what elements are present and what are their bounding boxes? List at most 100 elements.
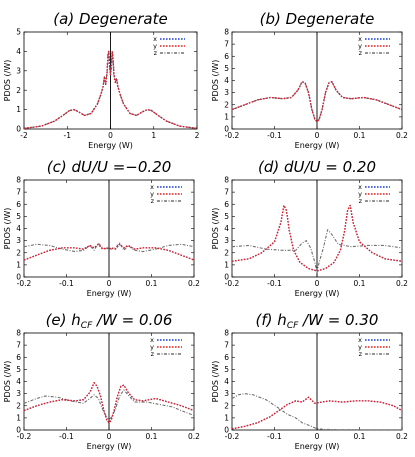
y-tick-label: 0: [16, 125, 21, 134]
legend-label-y: y: [150, 190, 154, 198]
y-axis-label: PDOS (/W): [3, 208, 12, 250]
chart-panel-3: (d) dU/U = 0.20 0 1 2 3 4 5 6 7 8 -0.2 -0.1 0 0.1 0.2 E…: [211, 158, 408, 298]
x-tick-label: 0.1: [146, 432, 158, 441]
y-tick-label: 1: [224, 112, 229, 121]
chart-panel-2: (c) dU/U =−0.20 0 1 2 3 4 5 6 7 8 -0.2 -0.1 0 0.1 0.2 E…: [3, 158, 200, 298]
chart-panel-0: (a) Degenerate 0 1 2 3 4 5 -2 -1 0 1 2 Energy (W) PDO…: [3, 10, 200, 150]
legend-label-y: y: [150, 343, 154, 351]
x-tick-label: -0.1: [59, 279, 74, 288]
x-axis-label: Energy (W): [87, 289, 132, 298]
x-tick-label: -0.1: [59, 432, 74, 441]
y-tick-label: 8: [16, 176, 21, 185]
x-tick-label: -0.2: [17, 279, 32, 288]
x-tick-label: 0: [315, 279, 320, 288]
legend-label-x: x: [150, 336, 154, 344]
y-tick-label: 7: [224, 188, 229, 197]
y-tick-label: 7: [16, 341, 21, 350]
x-tick-label: -0.1: [267, 131, 282, 140]
y-tick-label: 6: [16, 353, 21, 362]
y-tick-label: 4: [16, 47, 21, 56]
legend-label-z: z: [151, 350, 155, 358]
y-tick-label: 5: [224, 365, 229, 374]
x-tick-label: 0.2: [396, 432, 408, 441]
y-tick-label: 8: [16, 329, 21, 338]
y-tick-label: 3: [16, 236, 21, 245]
legend-label-x: x: [358, 35, 362, 43]
y-tick-label: 1: [224, 413, 229, 422]
y-tick-label: 5: [224, 64, 229, 73]
x-axis-label: Energy (W): [87, 442, 132, 451]
x-tick-label: 0: [107, 432, 112, 441]
x-tick-label: -0.1: [267, 279, 282, 288]
y-tick-label: 0: [16, 273, 21, 282]
x-tick-label: 0.1: [354, 131, 366, 140]
y-axis-label: PDOS (/W): [211, 60, 220, 102]
y-tick-label: 5: [224, 212, 229, 221]
y-tick-label: 6: [224, 353, 229, 362]
y-tick-label: 4: [16, 224, 21, 233]
x-tick-label: -1: [64, 131, 72, 140]
y-tick-label: 2: [16, 401, 21, 410]
y-tick-label: 6: [224, 200, 229, 209]
x-tick-label: 0.1: [354, 432, 366, 441]
legend-label-z: z: [151, 197, 155, 205]
series-line-z: [231, 81, 403, 123]
y-tick-label: 5: [16, 365, 21, 374]
legend-label-x: x: [150, 183, 154, 191]
legend-label-z: z: [359, 350, 363, 358]
x-tick-label: 0.2: [396, 131, 408, 140]
x-tick-label: 0.1: [354, 279, 366, 288]
x-tick-label: 2: [195, 131, 200, 140]
chart-title: (e) hCF /W = 0.06: [46, 311, 173, 331]
x-axis-label: Energy (W): [295, 141, 340, 150]
y-tick-label: 3: [224, 389, 229, 398]
y-tick-label: 3: [224, 88, 229, 97]
y-tick-label: 7: [16, 188, 21, 197]
chart-title: (a) Degenerate: [53, 10, 167, 28]
x-tick-label: 0: [315, 432, 320, 441]
legend-label-z: z: [359, 49, 363, 57]
y-tick-label: 0: [224, 273, 229, 282]
x-tick-label: -0.2: [225, 279, 240, 288]
x-tick-label: 0.2: [396, 279, 408, 288]
legend-label-x: x: [358, 183, 362, 191]
y-axis-label: PDOS (/W): [211, 361, 220, 403]
y-tick-label: 0: [224, 125, 229, 134]
series-line-z: [231, 229, 403, 273]
series-line-y: [23, 382, 195, 424]
chart-title: (d) dU/U = 0.20: [258, 158, 376, 176]
legend-label-y: y: [153, 42, 157, 50]
x-tick-label: 0.1: [146, 279, 158, 288]
x-tick-label: 0.2: [188, 432, 200, 441]
series-line-z: [23, 389, 195, 420]
series-line-y: [23, 243, 195, 261]
y-axis-label: PDOS (/W): [211, 208, 220, 250]
y-tick-label: 2: [224, 100, 229, 109]
y-tick-label: 2: [224, 401, 229, 410]
y-tick-label: 1: [16, 105, 21, 114]
legend-label-y: y: [358, 343, 362, 351]
y-tick-label: 8: [224, 28, 229, 37]
y-tick-label: 5: [16, 212, 21, 221]
y-tick-label: 7: [224, 40, 229, 49]
y-tick-label: 4: [224, 224, 229, 233]
x-axis-label: Energy (W): [88, 141, 133, 150]
x-tick-label: -2: [20, 131, 28, 140]
y-tick-label: 2: [16, 248, 21, 257]
y-tick-label: 0: [224, 426, 229, 435]
y-axis-label: PDOS (/W): [3, 361, 12, 403]
chart-title: (c) dU/U =−0.20: [47, 158, 172, 176]
chart-panel-4: (e) hCF /W = 0.06 0 1 2 3 4 5 6 7 8 -0.2 -0.1 0 0.1 0.…: [3, 311, 200, 451]
x-tick-label: -0.2: [17, 432, 32, 441]
x-tick-label: -0.2: [225, 131, 240, 140]
x-tick-label: 0.2: [188, 279, 200, 288]
y-tick-label: 2: [224, 248, 229, 257]
x-tick-label: 1: [151, 131, 156, 140]
x-tick-label: 0: [315, 131, 320, 140]
chart-panel-5: (f) hCF /W = 0.30 0 1 2 3 4 5 6 7 8 -0.2 -0.1 0 0.1 0.…: [211, 311, 408, 451]
y-tick-label: 8: [224, 329, 229, 338]
y-tick-label: 1: [224, 260, 229, 269]
y-tick-label: 4: [16, 377, 21, 386]
x-tick-label: 0: [108, 131, 113, 140]
